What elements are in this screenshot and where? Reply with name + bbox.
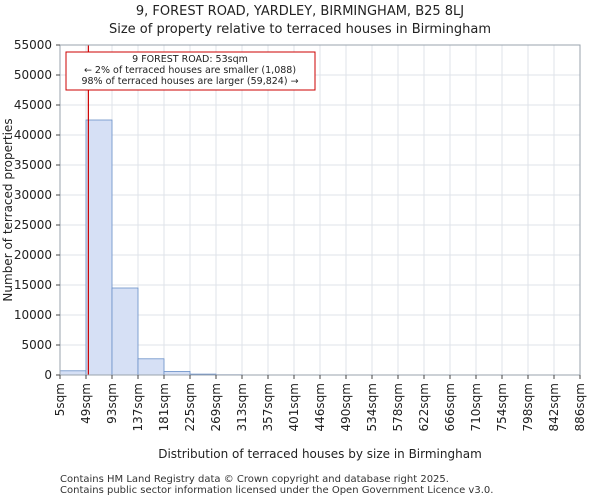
y-tick-label: 35000 [14,158,52,172]
x-tick-label: 754sqm [495,383,509,431]
y-tick-label: 5000 [21,338,52,352]
y-axis-label: Number of terraced properties [1,118,15,301]
x-tick-label: 225sqm [183,383,197,431]
x-tick-label: 446sqm [313,383,327,431]
x-tick-label: 842sqm [547,383,561,431]
y-tick-label: 20000 [14,248,52,262]
x-tick-label: 534sqm [365,383,379,431]
x-tick-label: 622sqm [417,383,431,431]
y-tick-label: 0 [44,368,52,382]
x-tick-label: 490sqm [339,383,353,431]
bar [163,370,191,376]
x-tick-label: 269sqm [209,383,223,431]
annotation-line-3: 98% of terraced houses are larger (59,82… [81,76,298,87]
y-tick-label: 40000 [14,128,52,142]
y-tick-label: 30000 [14,188,52,202]
annotation-box: 9 FOREST ROAD: 53sqm ← 2% of terraced ho… [65,51,316,91]
annotation-line-2: ← 2% of terraced houses are smaller (1,0… [84,65,296,76]
x-tick-label: 5sqm [53,383,67,416]
bar [85,119,113,376]
x-axis-ticks: 5sqm 49sqm 93sqm 137sqm 181sqm 225sqm 269sqm 31… [53,375,587,431]
y-tick-label: 50000 [14,68,52,82]
chart-subtitle: Size of property relative to terraced ho… [108,22,492,37]
annotation-frame [65,51,316,91]
x-tick-label: 93sqm [105,383,119,424]
bars [59,119,399,376]
x-tick-label: 666sqm [443,383,457,431]
x-tick-label: 886sqm [573,383,587,431]
x-tick-label: 357sqm [261,383,275,431]
x-tick-label: 49sqm [79,383,93,424]
x-tick-label: 578sqm [391,383,405,431]
bar [111,287,139,376]
y-tick-label: 15000 [14,278,52,292]
y-tick-label: 45000 [14,98,52,112]
annotation-line-1: 9 FOREST ROAD: 53sqm [132,54,248,65]
x-tick-label: 798sqm [521,383,535,431]
bar [137,358,165,376]
y-axis-ticks: 0 5000 10000 15000 20000 25000 30000 35000 40000… [14,38,60,382]
footer-line-1: Contains HM Land Registry data © Crown c… [60,474,449,485]
y-tick-label: 10000 [14,308,52,322]
y-tick-label: 25000 [14,218,52,232]
footer-line-2: Contains public sector information licen… [60,485,494,496]
x-tick-label: 181sqm [157,383,171,431]
x-tick-label: 401sqm [287,383,301,431]
chart-title: 9, FOREST ROAD, YARDLEY, BIRMINGHAM, B25… [135,4,465,19]
x-axis-label: Distribution of terraced houses by size … [158,447,482,461]
x-tick-label: 137sqm [131,383,145,431]
x-tick-label: 313sqm [235,383,249,431]
y-tick-label: 55000 [14,38,52,52]
bar [59,370,87,376]
x-tick-label: 710sqm [469,383,483,431]
